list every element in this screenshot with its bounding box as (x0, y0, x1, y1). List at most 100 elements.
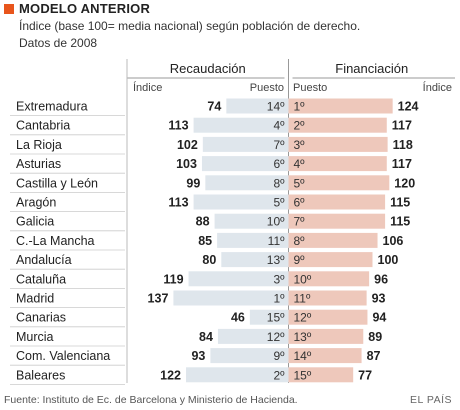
recaudacion-bar (217, 328, 289, 344)
recaudacion-value: 102 (177, 138, 198, 152)
region-label: Extremadura (16, 100, 88, 114)
recaudacion-bar (217, 232, 289, 248)
financiacion-bar (288, 117, 387, 133)
region-label: Castilla y León (16, 176, 98, 190)
financiacion-value: 115 (390, 196, 410, 210)
financiacion-bar (288, 290, 367, 306)
recaudacion-value: 99 (186, 176, 200, 190)
recaudacion-puesto: 8º (273, 176, 285, 190)
region-label: Asturias (16, 157, 61, 171)
recaudacion-puesto: 12º (267, 330, 285, 344)
financiacion-value: 117 (392, 157, 412, 171)
title-marker (4, 4, 14, 14)
financiacion-bar (288, 98, 393, 114)
recaudacion-value: 122 (160, 368, 181, 382)
recaudacion-value: 93 (191, 349, 205, 363)
recaudacion-bar (205, 175, 289, 191)
region-label: La Rioja (16, 138, 62, 152)
recaudacion-puesto: 11º (268, 234, 285, 248)
financiacion-value: 124 (398, 100, 419, 114)
recaudacion-bar (186, 367, 289, 383)
financiacion-value: 120 (394, 176, 415, 190)
group-header-recaudacion: Recaudación (170, 61, 246, 76)
financiacion-puesto: 8º (294, 234, 306, 248)
region-label: Canarias (16, 311, 66, 325)
financiacion-puesto: 4º (294, 157, 306, 171)
financiacion-puesto: 3º (294, 138, 306, 152)
financiacion-bar (288, 194, 386, 210)
subheader-financiacion-puesto: Puesto (293, 82, 327, 94)
financiacion-bar (288, 271, 370, 287)
recaudacion-puesto: 4º (273, 119, 285, 133)
financiacion-puesto: 15º (294, 368, 312, 382)
recaudacion-puesto: 15º (267, 311, 285, 325)
region-label: Murcia (16, 330, 54, 344)
recaudacion-bar (193, 117, 289, 133)
financiacion-puesto: 11º (294, 292, 311, 306)
recaudacion-bar (221, 252, 289, 268)
recaudacion-bar (226, 98, 289, 114)
financiacion-value: 87 (367, 349, 381, 363)
region-label: Galicia (16, 215, 54, 229)
financiacion-value: 117 (392, 119, 412, 133)
financiacion-bar (288, 309, 368, 325)
region-label: Andalucía (16, 253, 72, 267)
subheader-recaudacion-puesto: Puesto (250, 82, 284, 94)
financiacion-bar (288, 213, 386, 229)
region-label: Aragón (16, 196, 56, 210)
recaudacion-puesto: 3º (273, 272, 285, 286)
financiacion-value: 106 (383, 234, 404, 248)
credit: EL PAÍS (409, 394, 452, 406)
financiacion-value: 115 (390, 215, 410, 229)
recaudacion-bar (193, 194, 289, 210)
financiacion-puesto: 13º (294, 330, 312, 344)
financiacion-bar (288, 136, 388, 152)
financiacion-value: 89 (368, 330, 382, 344)
financiacion-bar (288, 156, 387, 172)
region-label: Cantabria (16, 119, 70, 133)
recaudacion-puesto: 14º (267, 100, 285, 114)
recaudacion-value: 80 (202, 253, 216, 267)
financiacion-puesto: 7º (294, 215, 306, 229)
recaudacion-bar (202, 136, 289, 152)
source-note: Fuente: Instituto de Ec. de Barcelona y … (4, 394, 298, 406)
recaudacion-bar (214, 213, 289, 229)
recaudacion-value: 119 (163, 272, 183, 286)
recaudacion-value: 85 (198, 234, 212, 248)
subheader-financiacion-indice: Índice (423, 81, 452, 94)
region-label: Baleares (16, 368, 65, 382)
subheader-recaudacion-indice: Índice (133, 81, 162, 94)
recaudacion-bar (173, 290, 289, 306)
recaudacion-puesto: 5º (273, 196, 285, 210)
recaudacion-value: 84 (199, 330, 213, 344)
recaudacion-value: 137 (148, 292, 169, 306)
financiacion-value: 96 (374, 272, 388, 286)
financiacion-puesto: 12º (294, 311, 312, 325)
recaudacion-puesto: 10º (267, 215, 285, 229)
financiacion-bar (288, 175, 390, 191)
recaudacion-bar (188, 271, 289, 287)
financiacion-bar (288, 348, 362, 364)
region-label: Cataluña (16, 272, 66, 286)
subtitle-line-2: Datos de 2008 (19, 36, 98, 50)
recaudacion-value: 113 (168, 119, 188, 133)
financiacion-value: 94 (372, 311, 386, 325)
financiacion-value: 93 (372, 292, 386, 306)
financiacion-puesto: 1º (294, 100, 306, 114)
recaudacion-value: 113 (168, 196, 188, 210)
group-header-financiacion: Financiación (335, 61, 408, 76)
subtitle-line-1: Índice (base 100= media nacional) según … (19, 19, 361, 33)
financiacion-puesto: 2º (294, 119, 306, 133)
recaudacion-puesto: 7º (273, 138, 285, 152)
recaudacion-value: 74 (207, 100, 221, 114)
recaudacion-puesto: 2º (273, 368, 285, 382)
financiacion-bar (288, 367, 354, 383)
region-label: Com. Valenciana (16, 349, 110, 363)
recaudacion-value: 103 (176, 157, 197, 171)
financiacion-bar (288, 328, 364, 344)
recaudacion-value: 46 (231, 311, 245, 325)
financiacion-bar (288, 232, 378, 248)
recaudacion-puesto: 9º (273, 349, 285, 363)
financiacion-value: 100 (378, 253, 399, 267)
recaudacion-bar (201, 156, 289, 172)
